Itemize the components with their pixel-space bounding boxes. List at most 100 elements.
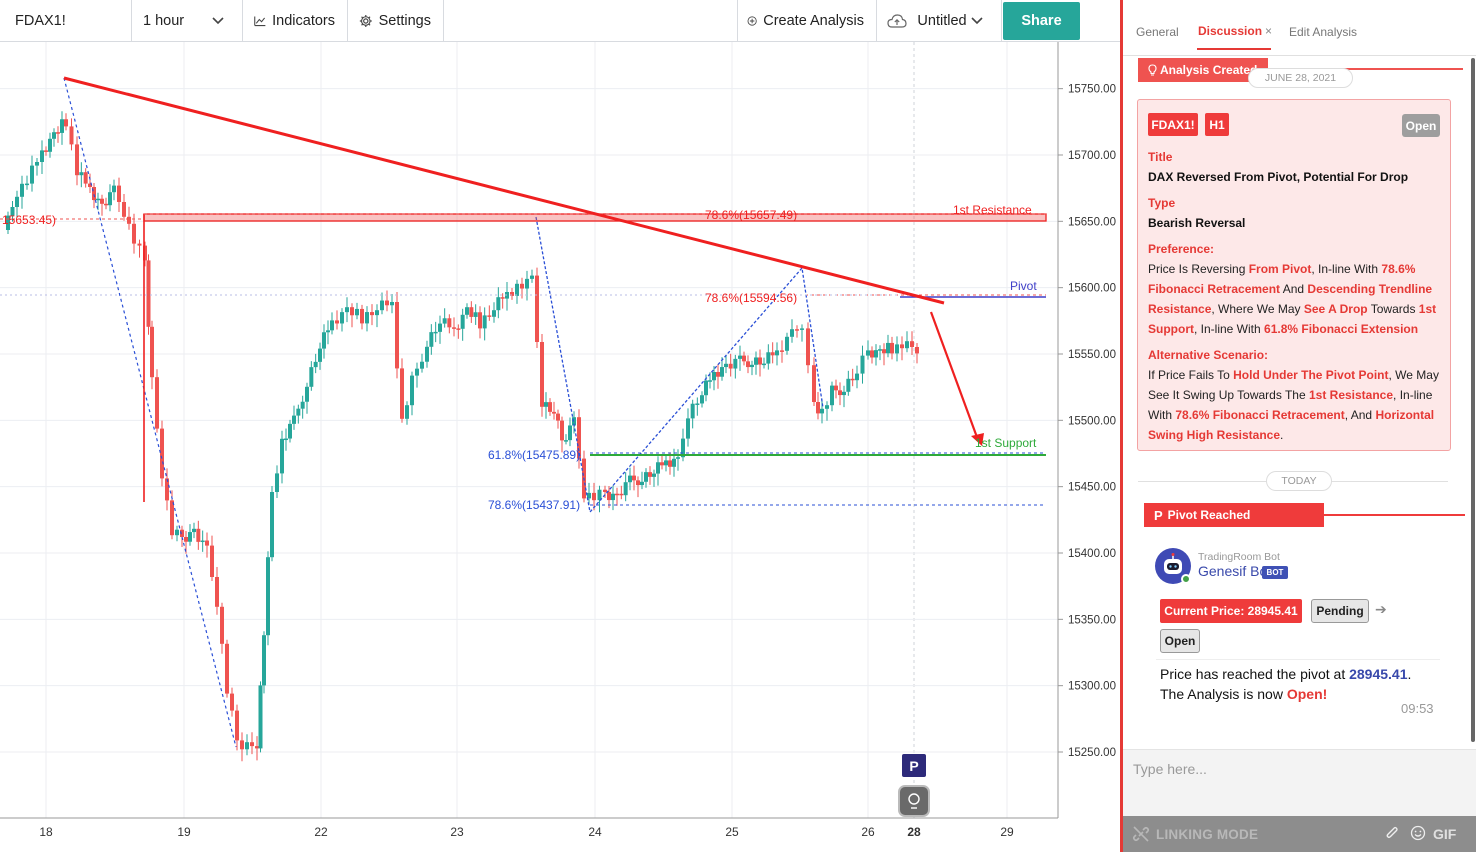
message-text: The Analysis is now — [1160, 686, 1287, 702]
candle-body — [35, 162, 39, 166]
candle-body — [758, 357, 762, 365]
candle-body — [143, 245, 147, 261]
candle-body — [175, 529, 179, 536]
candle-body — [275, 473, 279, 492]
candle-body — [492, 310, 496, 317]
candle-body — [820, 408, 824, 414]
candle-body — [660, 462, 664, 466]
candle-body — [530, 275, 534, 279]
candle-body — [400, 368, 404, 419]
layout-name: Untitled — [917, 13, 967, 29]
candle-body — [270, 492, 274, 558]
candle-body — [681, 438, 685, 458]
tab-edit-analysis[interactable]: Edit Analysis — [1289, 25, 1358, 39]
bot-name[interactable]: Genesif Bot — [1198, 563, 1272, 579]
candle-body — [910, 341, 914, 347]
projection-arrow — [929, 311, 980, 441]
candle-body — [770, 352, 775, 356]
candle-body — [425, 346, 429, 362]
settings-button[interactable]: Settings — [348, 0, 444, 42]
trendline — [63, 76, 945, 305]
chart-axes: 18 19 22 23 24 25 26 28 29 15750.00 15700.00 15650.… — [0, 42, 1116, 839]
symbol-tag[interactable]: FDAX1! — [1148, 113, 1198, 136]
emoji-icon[interactable] — [1410, 825, 1426, 841]
toolbar-spacer — [444, 0, 738, 41]
candle-body — [262, 635, 266, 686]
layout-select[interactable]: Untitled — [877, 0, 1002, 42]
candle-body — [525, 278, 529, 289]
gif-button[interactable]: GIF — [1433, 826, 1457, 842]
message-compose — [1123, 749, 1476, 816]
candle-body — [597, 489, 602, 501]
candle-body — [48, 138, 52, 152]
message-price: 28945.41 — [1349, 666, 1408, 682]
candle-body — [345, 307, 349, 313]
candle-body — [390, 302, 394, 306]
candle-body — [245, 742, 249, 750]
candle-body — [122, 202, 126, 217]
candle-body — [806, 328, 810, 366]
body-text: And — [1280, 282, 1308, 296]
today-separator: TODAY — [1266, 471, 1332, 491]
candle-body — [500, 297, 505, 299]
panel-scrollbar[interactable] — [1471, 58, 1475, 742]
candle-body — [556, 413, 560, 421]
close-icon[interactable]: × — [1265, 24, 1273, 38]
price-chart[interactable]: 15653.45) 78.6%(15657.49) 1st Resistance Pi… — [0, 42, 1120, 852]
candle-body — [385, 300, 389, 306]
y-tick-label: 15350.00 — [1068, 614, 1116, 626]
candle-body — [540, 342, 544, 407]
candle-body — [644, 472, 648, 482]
candle-body — [482, 315, 487, 329]
candle-body — [375, 310, 379, 316]
title-label: Title — [1148, 150, 1173, 164]
tab-general[interactable]: General — [1136, 25, 1179, 39]
candle-body — [520, 283, 524, 289]
create-analysis-button[interactable]: Create Analysis — [738, 0, 877, 42]
fib-label: 78.6%(15657.49) — [705, 208, 797, 222]
timeframe-tag[interactable]: H1 — [1205, 113, 1229, 136]
candle-body — [866, 350, 870, 356]
candle-body — [886, 342, 890, 354]
pivot-marker-label: P — [909, 758, 918, 774]
alternative-text: If Price Fails To Hold Under The Pivot P… — [1148, 365, 1448, 445]
y-tick-label: 15400.00 — [1068, 548, 1116, 560]
candle-body — [56, 132, 60, 134]
candle-body — [766, 352, 771, 364]
message-divider — [1156, 659, 1440, 660]
highlight-text: 1st Resistance — [1308, 388, 1394, 402]
candle-body — [188, 532, 192, 542]
status-badge: Open — [1402, 114, 1440, 137]
candle-body — [834, 385, 838, 391]
candle-body — [825, 405, 829, 409]
chart-canvas[interactable]: 15653.45) 78.6%(15657.49) 1st Resistance Pi… — [0, 42, 1120, 852]
online-indicator — [1181, 574, 1191, 584]
indicators-button[interactable]: Indicators — [243, 0, 348, 42]
message-input[interactable] — [1133, 758, 1463, 780]
candle-body — [615, 493, 619, 496]
pending-chip: Pending — [1311, 599, 1369, 623]
candle-body — [800, 328, 804, 330]
candle-body — [577, 417, 581, 459]
symbol-search[interactable]: FDAX1! — [0, 0, 132, 42]
cloud-upload-icon — [887, 14, 907, 28]
banner-rule — [1263, 68, 1463, 70]
link-off-icon[interactable] — [1132, 825, 1150, 843]
interval-select[interactable]: 1 hour — [132, 0, 243, 42]
candle-body — [838, 390, 842, 396]
paperclip-icon[interactable] — [1385, 825, 1399, 841]
candle-body — [160, 428, 164, 479]
symbol-label: FDAX1! — [15, 13, 66, 29]
share-button[interactable]: Share — [1003, 2, 1080, 40]
tab-discussion[interactable]: Discussion — [1198, 24, 1263, 38]
candle-body — [60, 119, 64, 133]
candle-body — [296, 408, 301, 416]
candle-body — [870, 350, 874, 358]
candle-body — [88, 183, 92, 187]
candle-body — [433, 331, 438, 334]
x-tick-label: 26 — [861, 825, 875, 839]
indicators-label: Indicators — [272, 13, 335, 29]
candle-body — [812, 365, 816, 402]
gear-icon — [359, 15, 372, 27]
linking-mode-label[interactable]: LINKING MODE — [1156, 827, 1259, 842]
